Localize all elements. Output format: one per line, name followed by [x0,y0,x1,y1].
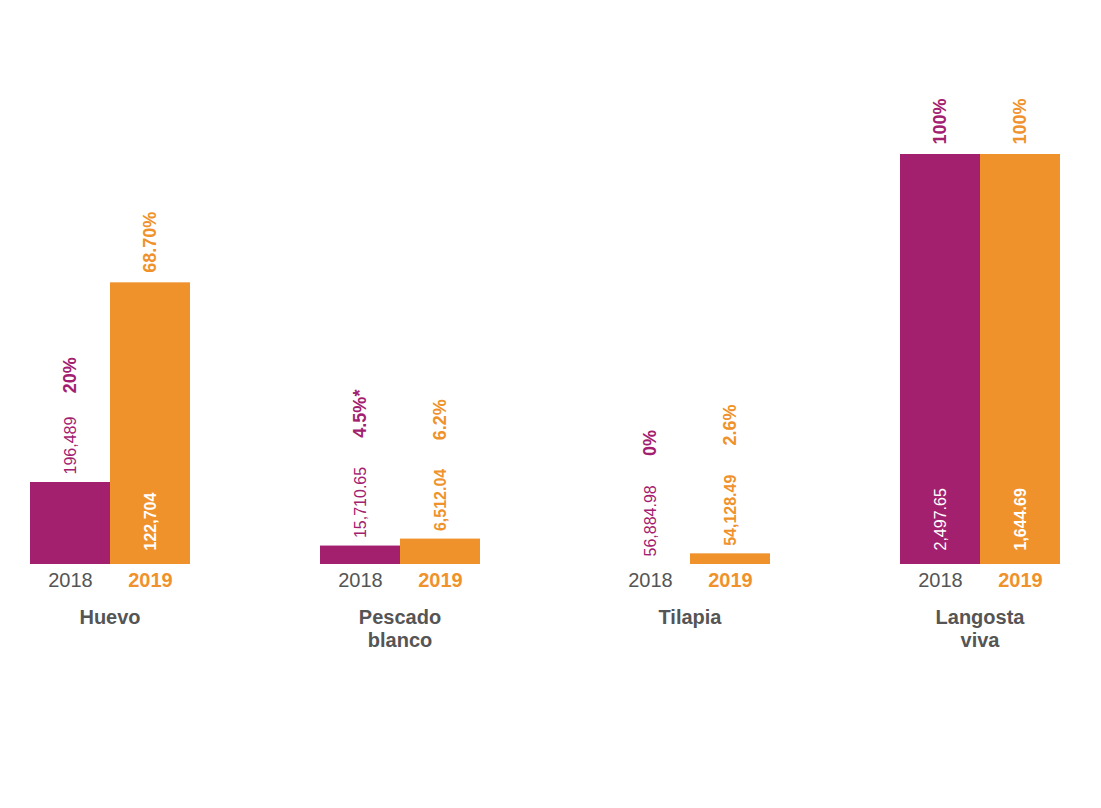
html-text:Tilapia: Tilapia [658,606,722,628]
svg-text:1,644.69: 1,644.69 [1012,488,1029,550]
svg-text:196,489: 196,489 [62,417,79,475]
svg-text:2019: 2019 [128,569,173,591]
html-text:Huevo: Huevo [79,606,141,628]
svg-text:54,128.49: 54,128.49 [722,475,739,546]
svg-text:2,497.65: 2,497.65 [932,488,949,550]
svg-text:20%: 20% [60,357,80,393]
svg-text:2019: 2019 [998,569,1043,591]
svg-text:2018: 2018 [918,569,963,591]
html-text:Langosta viva: Langosta viva [935,606,1025,651]
svg-text:100%: 100% [1010,98,1030,144]
svg-text:2019: 2019 [708,569,753,591]
svg-text:122,704: 122,704 [142,493,159,551]
svg-text:6,512.04: 6,512.04 [432,469,449,531]
svg-text:100%: 100% [930,98,950,144]
svg-text:2019: 2019 [418,569,463,591]
svg-text:2.6%: 2.6% [720,404,740,445]
svg-text:2018: 2018 [338,569,383,591]
html-text:Pescado blanco: Pescado blanco [358,606,442,651]
svg-text:2018: 2018 [628,569,673,591]
svg-text:15,710.65: 15,710.65 [352,467,369,538]
svg-text:0%: 0% [640,430,660,456]
svg-text:6.2%: 6.2% [430,399,450,440]
svg-text:4.5%*: 4.5%* [350,390,370,438]
svg-text:68.70%: 68.70% [140,212,160,273]
svg-text:2018: 2018 [48,569,93,591]
svg-text:56,884.98: 56,884.98 [642,485,659,556]
